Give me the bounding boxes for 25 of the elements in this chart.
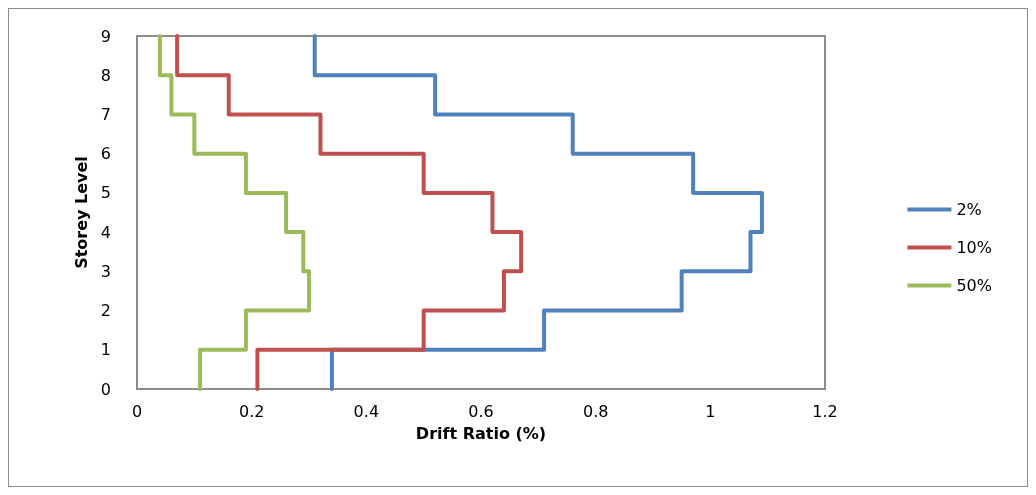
y-axis-title: Storey Level xyxy=(72,156,92,269)
y-tick-label: 6 xyxy=(100,144,111,164)
y-tick-label: 5 xyxy=(100,183,111,203)
y-tick-label: 9 xyxy=(100,26,111,46)
legend-label: 50% xyxy=(956,276,992,295)
x-tick-label: 0.4 xyxy=(353,401,380,421)
y-tick-label: 4 xyxy=(100,222,111,242)
legend-label: 2% xyxy=(956,200,982,219)
x-tick-label: 0.8 xyxy=(582,401,609,421)
legend-label: 10% xyxy=(956,238,992,257)
y-tick-label: 0 xyxy=(100,379,111,399)
y-tick-label: 1 xyxy=(100,340,111,360)
x-tick-label: 0.6 xyxy=(468,401,494,421)
x-tick-label: 1 xyxy=(705,401,716,421)
x-tick-label: 0.2 xyxy=(238,401,265,421)
x-tick-label: 0 xyxy=(131,401,143,421)
y-tick-label: 7 xyxy=(100,104,111,124)
line-series xyxy=(175,34,524,391)
y-tick-label: 8 xyxy=(100,65,111,85)
line-series xyxy=(157,34,311,391)
y-tick-label: 2 xyxy=(100,301,111,321)
line-series xyxy=(312,34,764,391)
x-tick-label: 1.2 xyxy=(812,401,838,421)
x-axis-title: Drift Ratio (%) xyxy=(415,423,547,443)
y-tick-label: 3 xyxy=(100,261,111,281)
